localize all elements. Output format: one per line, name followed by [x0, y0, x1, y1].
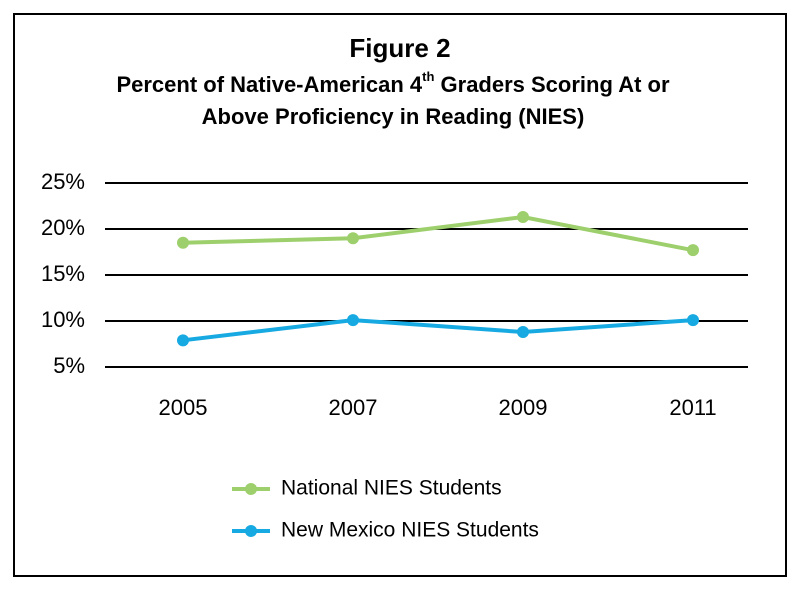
legend-label: National NIES Students [281, 477, 502, 500]
point [517, 326, 529, 339]
series-line [182, 215, 694, 253]
subtitle-part: Percent of Native-American 4 [116, 72, 422, 97]
y-tick-label: 10% [41, 307, 85, 332]
point [687, 314, 699, 327]
x-tick-label: 2009 [499, 395, 548, 420]
point [347, 314, 359, 327]
y-tick-label: 25% [41, 169, 85, 194]
y-tick-label: 20% [41, 215, 85, 240]
point [517, 211, 529, 224]
subtitle-part: Graders Scoring At or [434, 72, 670, 97]
series-line [182, 318, 694, 343]
chart-subtitle: Above Proficiency in Reading (NIES) [202, 104, 585, 129]
legend-label: New Mexico NIES Students [281, 519, 539, 542]
x-tick-label: 2011 [669, 395, 716, 420]
chart-border [13, 13, 787, 577]
point [177, 236, 189, 249]
x-tick-label: 2007 [329, 395, 378, 420]
point [347, 232, 359, 245]
x-tick-label: 2005 [159, 395, 208, 420]
legend-marker [245, 483, 257, 495]
chart-subtitle: Percent of Native-American 4th Graders S… [116, 69, 670, 96]
chart-title: Figure 2 [349, 33, 450, 63]
y-tick-label: 5% [53, 353, 85, 378]
subtitle-superscript: th [422, 69, 434, 84]
legend-marker [245, 525, 257, 537]
point [687, 244, 699, 257]
y-tick-label: 15% [41, 261, 85, 286]
point [177, 334, 189, 347]
